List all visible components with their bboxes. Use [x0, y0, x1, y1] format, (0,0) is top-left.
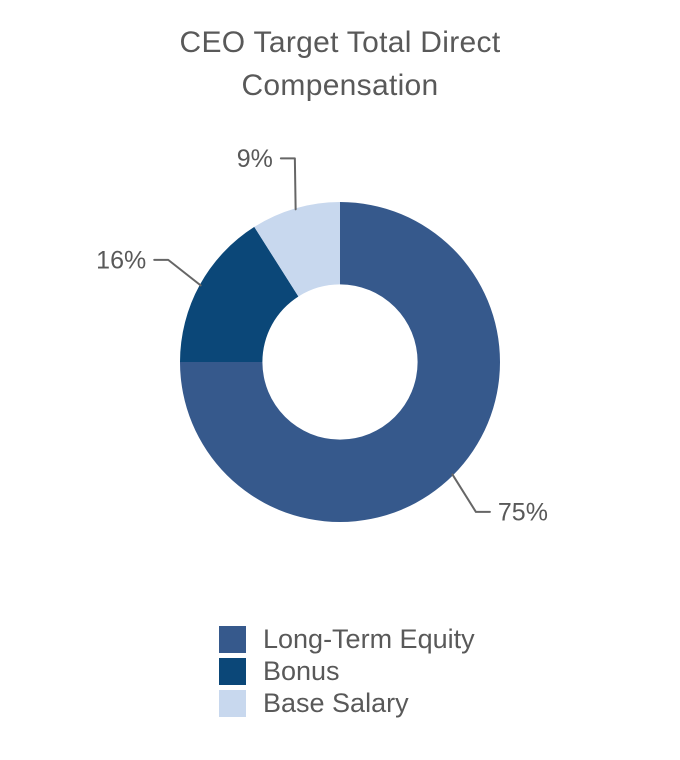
label-connector-long-term-equity	[451, 473, 491, 513]
legend-label-long-term-equity: Long-Term Equity	[263, 624, 475, 654]
legend-item-bonus: Bonus	[219, 656, 475, 686]
legend-item-long-term-equity: Long-Term Equity	[219, 624, 475, 654]
legend-label-base-salary: Base Salary	[263, 688, 409, 718]
slice-percent-label-base-salary: 9%	[237, 145, 273, 173]
legend-swatch-base-salary	[219, 690, 246, 717]
chart-title-line-1: CEO Target Total Direct	[179, 26, 501, 59]
legend-label-bonus: Bonus	[263, 656, 340, 686]
legend-item-base-salary: Base Salary	[219, 688, 475, 718]
donut-slice-base-salary	[254, 202, 340, 297]
label-connector-base-salary	[279, 157, 297, 211]
slice-percent-label-long-term-equity: 75%	[498, 499, 548, 527]
donut-slice-bonus	[180, 226, 299, 362]
chart-title-line-2: Compensation	[241, 69, 439, 102]
label-connector-bonus	[153, 258, 202, 287]
donut-slice-long-term-equity	[180, 202, 500, 522]
chart-title: CEO Target Total Direct Compensation	[0, 21, 680, 107]
slice-percent-label-bonus: 16%	[96, 247, 146, 275]
legend-swatch-long-term-equity	[219, 626, 246, 653]
legend-swatch-bonus	[219, 658, 246, 685]
chart-legend: Long-Term Equity Bonus Base Salary	[219, 624, 475, 718]
